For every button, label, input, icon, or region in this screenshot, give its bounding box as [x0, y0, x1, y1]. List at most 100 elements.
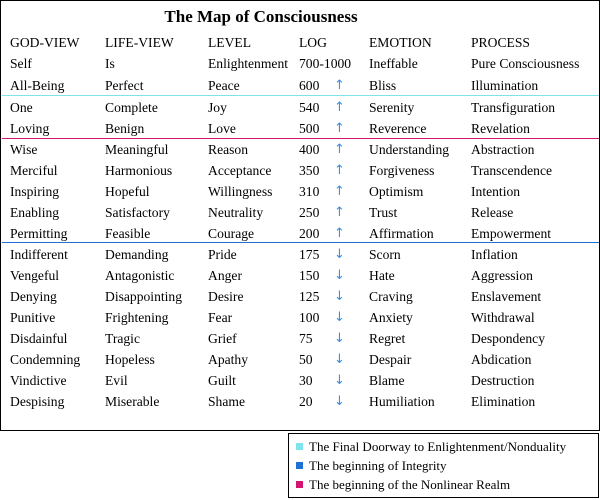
cell-level: Anger [208, 268, 242, 283]
table-row: Enabling Satisfactory Neutrality 250 Trust Re… [1, 202, 599, 223]
cell-god-view: Self [10, 56, 32, 71]
cell-level: Guilt [208, 373, 236, 388]
cell-life-view: Evil [105, 373, 128, 388]
cell-process: Empowerment [471, 226, 552, 241]
arrow-down-icon: ↓ [334, 310, 345, 325]
cell-life-view: Antagonistic [105, 268, 175, 283]
cell-emotion: Scorn [369, 247, 401, 262]
cell-log: 350 [299, 163, 320, 178]
cell-god-view: Disdainful [10, 331, 68, 346]
cell-process: Pure Consciousness [471, 56, 580, 71]
cell-emotion: Understanding [369, 142, 450, 157]
cell-process: Enslavement [471, 289, 542, 304]
table-row: Despising Miserable Shame 20 Humiliation Elim… [1, 391, 599, 412]
table-row: Vengeful Antagonistic Anger 150 Hate Aggressi… [1, 265, 599, 286]
cell-emotion: Reverence [369, 121, 427, 136]
cell-level: Neutrality [208, 205, 264, 220]
cell-life-view: Miserable [105, 394, 160, 409]
legend-item-integrity: The beginning of Integrity [296, 456, 447, 475]
table-row: Indifferent Demanding Pride 175 Scorn Inflati… [1, 244, 599, 265]
cell-log: 30 [299, 373, 313, 388]
cell-log: 125 [299, 289, 320, 304]
cell-log: 150 [299, 268, 320, 283]
cell-level: Shame [208, 394, 245, 409]
integrity-divider [2, 242, 599, 243]
table-row: Denying Disappointing Desire 125 Craving Ensl… [1, 286, 599, 307]
cell-god-view: All-Being [10, 78, 65, 93]
cell-level: Apathy [208, 352, 249, 367]
cell-level: Love [208, 121, 236, 136]
cell-process: Inflation [471, 247, 518, 262]
legend-label-nonduality: The Final Doorway to Enlightenment/Nondu… [309, 439, 567, 454]
cell-log: 20 [299, 394, 313, 409]
cell-god-view: One [10, 100, 33, 115]
cell-process: Intention [471, 184, 521, 199]
cell-god-view: Punitive [10, 310, 56, 325]
cell-emotion: Hate [369, 268, 395, 283]
nonlinear-divider [2, 138, 599, 139]
cell-emotion: Humiliation [369, 394, 435, 409]
cell-process: Transfiguration [471, 100, 556, 115]
cell-level: Grief [208, 331, 237, 346]
header-emotion: EMOTION [369, 35, 432, 50]
arrow-down-icon: ↓ [334, 247, 345, 262]
cell-life-view: Harmonious [105, 163, 173, 178]
cell-emotion: Serenity [369, 100, 415, 115]
header-life-view: LIFE-VIEW [105, 35, 174, 50]
legend-swatch-nonlinear [296, 481, 303, 488]
cell-process: Release [471, 205, 514, 220]
cell-level: Reason [208, 142, 249, 157]
cell-log: 400 [299, 142, 320, 157]
arrow-down-icon: ↓ [334, 373, 345, 388]
cell-process: Elimination [471, 394, 536, 409]
cell-level: Enlightenment [208, 56, 289, 71]
cell-god-view: Loving [10, 121, 50, 136]
nonduality-divider [2, 95, 599, 96]
arrow-up-icon: ↑ [334, 163, 345, 178]
cell-log: 250 [299, 205, 320, 220]
cell-log: 75 [299, 331, 313, 346]
arrow-up-icon: ↑ [334, 100, 345, 115]
cell-life-view: Hopeless [105, 352, 155, 367]
cell-process: Transcendence [471, 163, 553, 178]
cell-process: Illumination [471, 78, 539, 93]
header-level: LEVEL [208, 35, 252, 50]
cell-log: 175 [299, 247, 320, 262]
cell-level: Willingness [208, 184, 273, 199]
arrow-up-icon: ↑ [334, 121, 345, 136]
cell-emotion: Regret [369, 331, 406, 346]
cell-emotion: Affirmation [369, 226, 434, 241]
cell-process: Aggression [471, 268, 533, 283]
cell-level: Acceptance [208, 163, 272, 178]
legend-item-nonlinear: The beginning of the Nonlinear Realm [296, 475, 510, 494]
arrow-up-icon: ↑ [334, 205, 345, 220]
cell-god-view: Vengeful [10, 268, 60, 283]
cell-log: 50 [299, 352, 313, 367]
cell-life-view: Is [105, 56, 115, 71]
cell-log: 600 [299, 78, 320, 93]
cell-life-view: Perfect [105, 78, 144, 93]
cell-life-view: Benign [105, 121, 145, 136]
table-row: Vindictive Evil Guilt 30 Blame Destruction ↓ [1, 370, 599, 391]
table-row: Merciful Harmonious Acceptance 350 Forgivene… [1, 160, 599, 181]
cell-level: Desire [208, 289, 244, 304]
cell-log: 500 [299, 121, 320, 136]
cell-god-view: Denying [10, 289, 57, 304]
table-row: All-Being Perfect Peace 600 Bliss Illuminatio… [1, 75, 599, 96]
cell-emotion: Craving [369, 289, 413, 304]
cell-emotion: Despair [369, 352, 412, 367]
legend-box: The Final Doorway to Enlightenment/Nondu… [288, 433, 599, 498]
header-log: LOG [299, 35, 327, 50]
page-title: The Map of Consciousness [164, 7, 358, 26]
cell-life-view: Tragic [105, 331, 140, 346]
cell-process: Despondency [471, 331, 545, 346]
cell-level: Fear [208, 310, 233, 325]
cell-life-view: Hopeful [105, 184, 150, 199]
arrow-down-icon: ↓ [334, 289, 345, 304]
cell-god-view: Enabling [10, 205, 60, 220]
cell-log: 200 [299, 226, 320, 241]
table-row: Loving Benign Love 500 Reverence Revelation ↑ [1, 118, 599, 139]
arrow-down-icon: ↓ [334, 268, 345, 283]
arrow-down-icon: ↓ [334, 331, 345, 346]
table-row: Self Is Enlightenment 700-1000 Ineffable Pure… [1, 53, 599, 74]
